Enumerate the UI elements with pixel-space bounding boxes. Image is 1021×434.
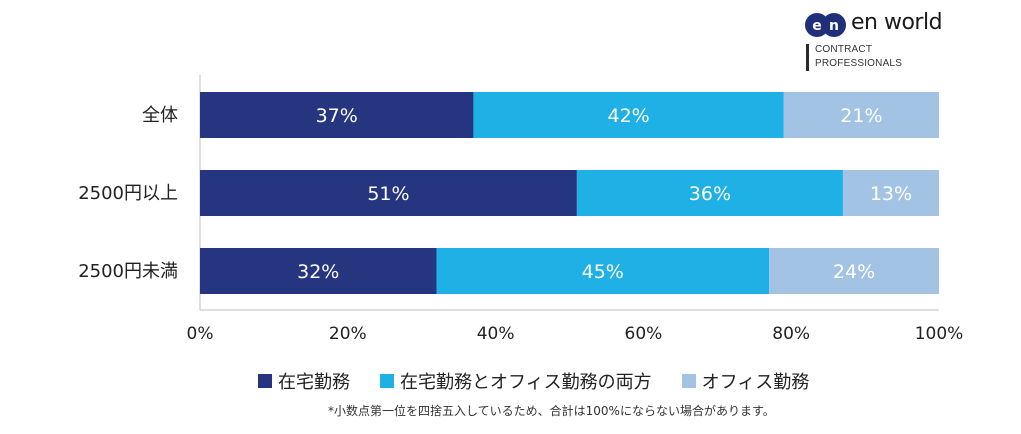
data-label: 45% [582, 261, 624, 283]
logo-subtitle-line2: PROFESSIONALS [815, 58, 903, 69]
legend-swatch [380, 374, 394, 388]
data-label: 36% [689, 183, 731, 205]
data-label: 42% [608, 105, 650, 127]
data-label: 32% [297, 261, 339, 283]
en-logo-icon: e n [805, 13, 846, 37]
logo-subtitle-line1: CONTRACT [815, 44, 873, 55]
data-label: 21% [840, 105, 882, 127]
category-label: 全体 [142, 105, 178, 126]
legend-item: オフィス勤務 [681, 368, 810, 394]
legend-label: オフィス勤務 [701, 372, 810, 393]
data-label: 37% [316, 105, 358, 127]
chart-legend: 在宅勤務 在宅勤務とオフィス勤務の両方 オフィス勤務 [258, 368, 839, 394]
logo-name: en world [851, 10, 943, 35]
data-label: 24% [833, 261, 875, 283]
bar-segment [200, 248, 437, 294]
x-tick-label: 60% [625, 324, 663, 344]
legend-label: 在宅勤務とオフィス勤務の両方 [400, 372, 652, 393]
category-label: 2500円以上 [78, 183, 178, 204]
logo-divider [806, 44, 809, 71]
x-tick-label: 0% [187, 324, 214, 344]
legend-item: 在宅勤務 [258, 368, 350, 394]
bar-segment [576, 170, 843, 216]
x-tick-label: 100% [915, 324, 964, 344]
x-tick-label: 40% [477, 324, 515, 344]
bar-segment [769, 248, 939, 294]
data-label: 13% [870, 183, 912, 205]
x-tick-label: 20% [329, 324, 367, 344]
data-label: 51% [367, 183, 409, 205]
bar-segment [200, 170, 577, 216]
svg-text:e: e [812, 18, 822, 34]
legend-swatch [681, 374, 696, 388]
legend-label: 在宅勤務 [278, 372, 350, 393]
bar-segment [436, 248, 770, 294]
category-label: 2500円未満 [78, 261, 178, 282]
bar-segment [783, 92, 939, 138]
x-tick-label: 80% [772, 324, 810, 344]
company-logo: e n en world CONTRACT PROFESSIONALS [805, 10, 945, 74]
footnote: *小数点第一位を四捨五入しているため、合計は100%にならない場合があります。 [328, 404, 775, 418]
legend-item: 在宅勤務とオフィス勤務の両方 [380, 368, 652, 394]
svg-text:n: n [829, 18, 839, 34]
legend-swatch [258, 374, 272, 388]
bar-segment [200, 92, 474, 138]
bar-segment [473, 92, 784, 138]
logo-subtitle: CONTRACT PROFESSIONALS [815, 43, 902, 71]
bar-segment [842, 170, 939, 216]
